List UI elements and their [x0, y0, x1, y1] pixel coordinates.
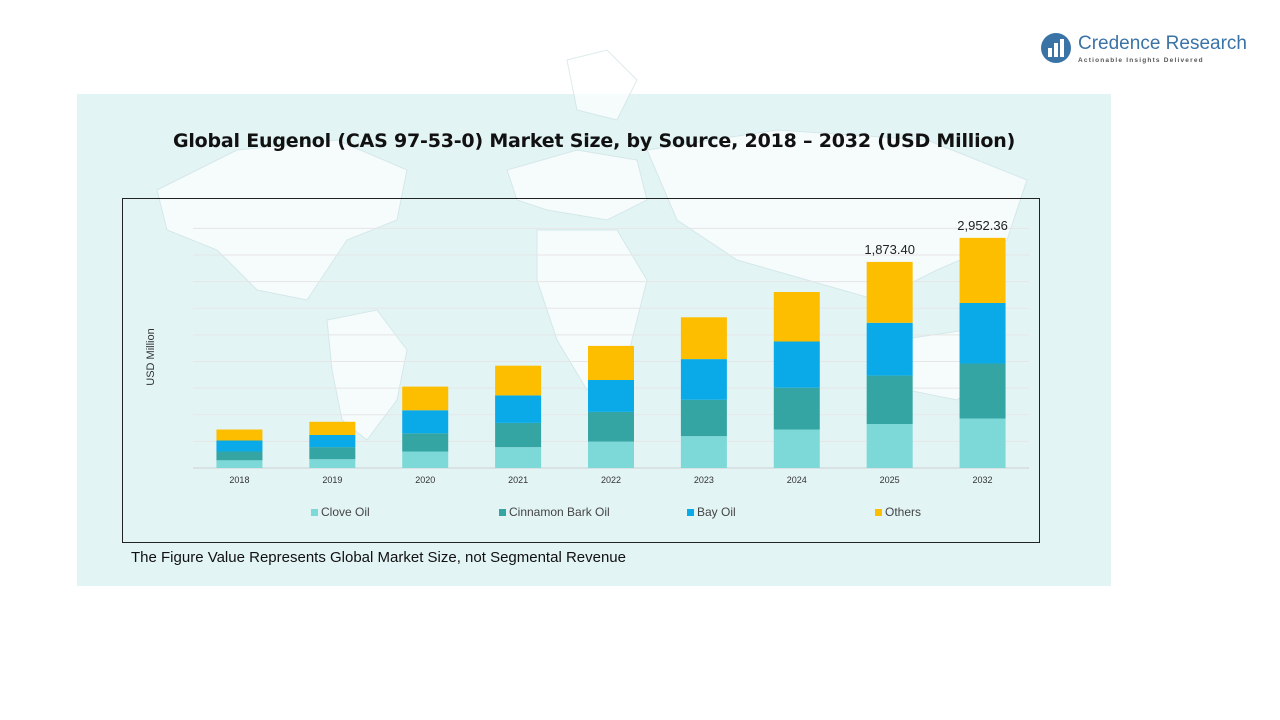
bar-clove-oil-2022	[588, 441, 634, 468]
bars	[216, 237, 1006, 468]
bar-bay-oil-2024	[773, 341, 820, 388]
bar-cinnamon-bark-oil-2025	[866, 375, 913, 424]
legend-label: Bay Oil	[697, 505, 736, 519]
bar-cinnamon-bark-oil-2024	[773, 387, 820, 430]
bar-others-2018	[216, 429, 263, 441]
bar-others-2021	[495, 365, 542, 396]
bar-bay-oil-2018	[216, 440, 263, 452]
x-tick-label: 2025	[880, 475, 900, 485]
bar-bay-oil-2020	[402, 410, 449, 434]
legend-swatch	[875, 509, 882, 516]
chart-frame: 2018 2019 2020 2021 2022 2023 2024 2025 2032 1,8…	[122, 198, 1040, 543]
bar-bay-oil-2023	[680, 359, 727, 400]
bar-cinnamon-bark-oil-2021	[495, 422, 542, 448]
bar-others-2023	[680, 317, 727, 360]
world-map-watermark	[156, 49, 1028, 441]
bar-others-2024	[773, 292, 820, 342]
bar-cinnamon-bark-oil-2020	[402, 433, 449, 452]
bar-clove-oil-2024	[773, 429, 820, 468]
x-tick-label: 2021	[508, 475, 528, 485]
bar-bay-oil-2021	[495, 395, 542, 423]
bar-cinnamon-bark-oil-2032	[959, 363, 1006, 419]
legend-label: Cinnamon Bark Oil	[509, 505, 610, 519]
brand-logo: Credence Research Actionable Insights De…	[1040, 32, 1255, 68]
bar-bay-oil-2019	[309, 435, 356, 448]
x-tick-labels: 2018 2019 2020 2021 2022 2023 2024 2025 2032	[229, 475, 992, 485]
x-tick-label: 2022	[601, 475, 621, 485]
bar-others-2032	[959, 237, 1006, 303]
stacked-bar-chart: 2018 2019 2020 2021 2022 2023 2024 2025 2032 1,8…	[145, 218, 1029, 519]
data-label: 1,873.40	[864, 242, 915, 257]
legend-swatch	[687, 509, 694, 516]
legend-swatch	[499, 509, 506, 516]
bar-clove-oil-2019	[309, 459, 356, 468]
x-tick-label: 2018	[229, 475, 249, 485]
bar-bay-oil-2025	[866, 322, 913, 376]
bar-others-2020	[402, 386, 449, 411]
data-label: 2,952.36	[957, 218, 1008, 233]
legend-swatch	[311, 509, 318, 516]
bar-cinnamon-bark-oil-2018	[216, 451, 263, 461]
bar-bay-oil-2022	[588, 380, 634, 412]
bar-others-2022	[588, 345, 634, 380]
bar-cinnamon-bark-oil-2022	[588, 411, 634, 442]
x-tick-label: 2032	[973, 475, 993, 485]
bar-clove-oil-2032	[959, 418, 1006, 468]
bar-clove-oil-2020	[402, 451, 449, 468]
bar-others-2025	[866, 261, 913, 323]
bar-clove-oil-2023	[680, 436, 727, 468]
x-tick-label: 2024	[787, 475, 807, 485]
chart-title: Global Eugenol (CAS 97-53-0) Market Size…	[172, 130, 1016, 152]
x-tick-label: 2023	[694, 475, 714, 485]
bar-cinnamon-bark-oil-2019	[309, 447, 356, 460]
x-tick-label: 2019	[322, 475, 342, 485]
bar-others-2019	[309, 421, 356, 435]
brand-logo-icon	[1041, 33, 1071, 63]
brand-tagline: Actionable Insights Delivered	[1078, 57, 1204, 64]
bar-clove-oil-2021	[495, 447, 542, 468]
legend: Clove Oil Cinnamon Bark Oil Bay Oil Others	[311, 505, 921, 519]
legend-label: Clove Oil	[321, 505, 370, 519]
x-tick-label: 2020	[415, 475, 435, 485]
bar-clove-oil-2025	[866, 424, 913, 468]
legend-label: Others	[885, 505, 921, 519]
bar-clove-oil-2018	[216, 460, 263, 468]
bar-cinnamon-bark-oil-2023	[680, 399, 727, 437]
data-labels: 1,873.40 2,952.36	[864, 218, 1007, 257]
bar-bay-oil-2032	[959, 303, 1006, 364]
brand-name: Credence Research	[1078, 33, 1247, 54]
footnote: The Figure Value Represents Global Marke…	[131, 549, 626, 566]
y-axis-label: USD Million	[145, 328, 157, 385]
